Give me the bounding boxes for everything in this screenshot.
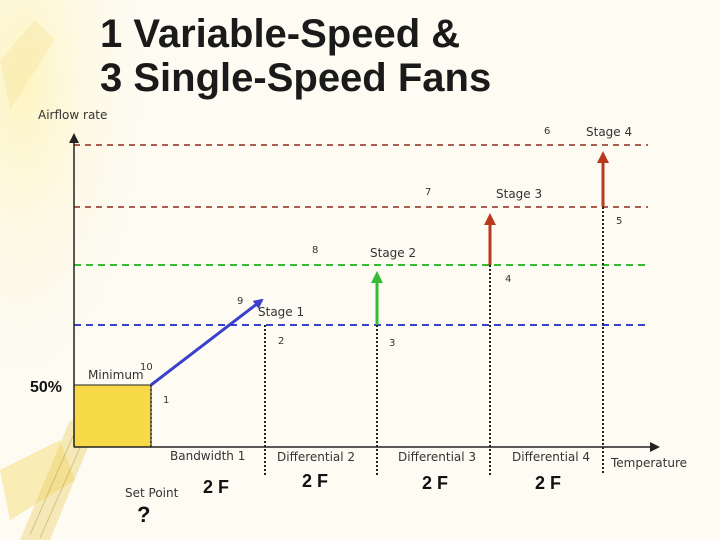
band-value-3: 2 F bbox=[422, 473, 448, 493]
slide-title: 1 Variable-Speed & 3 Single-Speed Fans bbox=[100, 12, 491, 100]
point-7: 7 bbox=[425, 187, 431, 198]
minimum-percent: 50% bbox=[30, 379, 62, 396]
set-point-value: ? bbox=[137, 502, 150, 527]
band-value-1: 2 F bbox=[203, 477, 229, 497]
band-value-4: 2 F bbox=[535, 473, 561, 493]
point-2: 2 bbox=[278, 336, 284, 347]
point-6: 6 bbox=[544, 126, 550, 137]
title-line-1: 1 Variable-Speed & bbox=[100, 12, 461, 56]
stage1-ramp-arrow bbox=[150, 298, 264, 387]
stage2-label: Stage 2 bbox=[370, 246, 416, 260]
stage1-label: Stage 1 bbox=[258, 305, 304, 319]
band-label-2: Differential 2 bbox=[277, 450, 355, 464]
minimum-fill bbox=[73, 384, 152, 448]
band-label-3: Differential 3 bbox=[398, 450, 476, 464]
point-5: 5 bbox=[616, 216, 622, 227]
point-8: 8 bbox=[312, 245, 318, 256]
set-point-label: Set Point bbox=[125, 486, 179, 500]
point-9: 9 bbox=[237, 296, 243, 307]
point-1: 1 bbox=[163, 395, 169, 406]
stage4-label: Stage 4 bbox=[586, 125, 632, 139]
title-line-2: 3 Single-Speed Fans bbox=[100, 56, 492, 100]
stage3-label: Stage 3 bbox=[496, 187, 542, 201]
point-3: 3 bbox=[389, 338, 395, 349]
point-4: 4 bbox=[505, 274, 511, 285]
band-label-1: Bandwidth 1 bbox=[170, 449, 245, 463]
y-axis-label: Airflow rate bbox=[38, 108, 107, 122]
x-axis-label: Temperature bbox=[610, 456, 687, 470]
minimum-label: Minimum bbox=[88, 368, 144, 382]
band-label-4: Differential 4 bbox=[512, 450, 590, 464]
band-value-2: 2 F bbox=[302, 471, 328, 491]
point-10: 10 bbox=[140, 362, 153, 373]
